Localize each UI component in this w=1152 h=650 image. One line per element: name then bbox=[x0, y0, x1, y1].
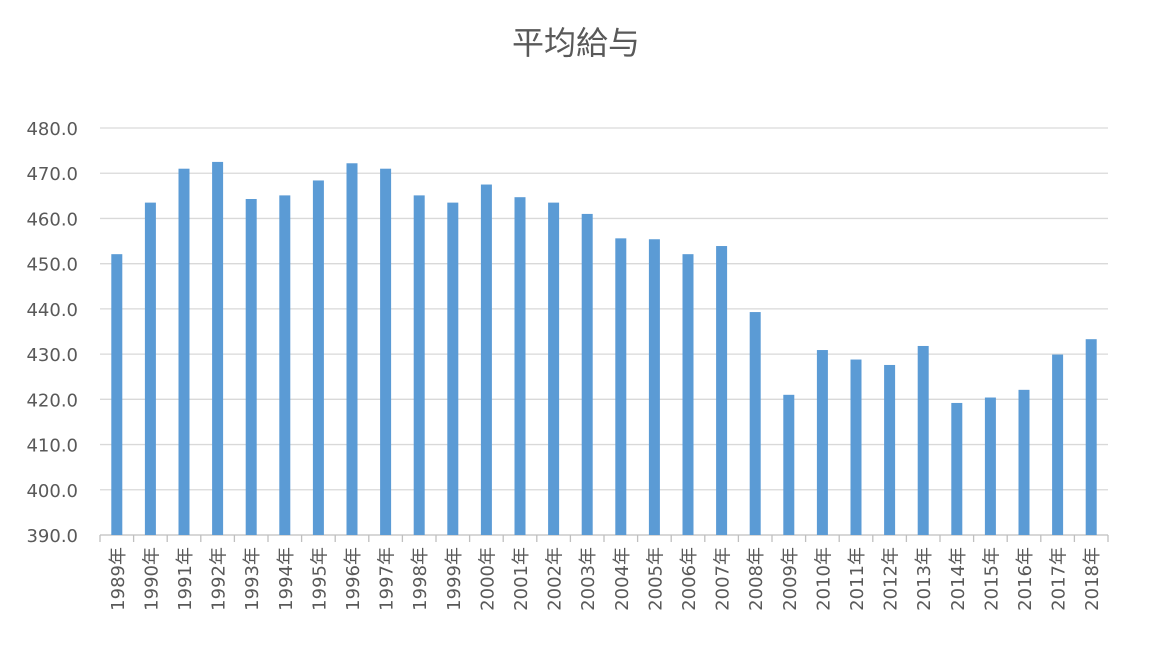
bar bbox=[279, 195, 291, 535]
bar bbox=[648, 239, 660, 535]
y-tick-label: 390.0 bbox=[26, 526, 78, 547]
x-tick-label: 1992年 bbox=[209, 547, 230, 611]
y-tick-label: 400.0 bbox=[26, 481, 78, 502]
x-tick-label: 1989年 bbox=[108, 547, 129, 611]
bar bbox=[1052, 354, 1064, 535]
y-tick-label: 450.0 bbox=[26, 255, 78, 276]
x-tick-label: 1996年 bbox=[343, 547, 364, 611]
x-tick-label: 1993年 bbox=[242, 547, 263, 611]
x-tick-label: 2013年 bbox=[914, 547, 935, 611]
x-tick-label: 2017年 bbox=[1049, 547, 1070, 611]
x-tick-labels: 1989年 1990年 1991年 1992年 1993年 1994年 1995年 1996年… bbox=[108, 547, 1103, 611]
x-tick-label: 2011年 bbox=[847, 547, 868, 611]
x-tick-label: 2014年 bbox=[948, 547, 969, 611]
x-tick-label: 2009年 bbox=[780, 547, 801, 611]
bar bbox=[1018, 389, 1030, 535]
x-tick-label: 2018年 bbox=[1082, 547, 1103, 611]
bars bbox=[111, 161, 1097, 536]
bar bbox=[917, 345, 929, 535]
bar bbox=[716, 246, 728, 535]
y-tick-label: 410.0 bbox=[26, 436, 78, 457]
x-tick-label: 2010年 bbox=[813, 547, 834, 611]
y-tick-label: 430.0 bbox=[26, 345, 78, 366]
y-tick-label: 420.0 bbox=[26, 390, 78, 411]
x-tick-label: 1995年 bbox=[309, 547, 330, 611]
x-tick-label: 2007年 bbox=[713, 547, 734, 611]
x-tick-label: 2002年 bbox=[545, 547, 566, 611]
x-tick-label: 2015年 bbox=[981, 547, 1002, 611]
x-axis bbox=[99, 534, 1109, 542]
bar bbox=[245, 198, 257, 535]
x-tick-label: 1999年 bbox=[444, 547, 465, 611]
y-tick-label: 470.0 bbox=[26, 164, 78, 185]
bar bbox=[581, 213, 593, 535]
x-tick-label: 2000年 bbox=[477, 547, 498, 611]
y-tick-label: 460.0 bbox=[26, 209, 78, 230]
x-tick-label: 2001年 bbox=[511, 547, 532, 611]
bar bbox=[212, 161, 224, 535]
bar bbox=[816, 350, 828, 535]
x-tick-label: 2003年 bbox=[578, 547, 599, 611]
y-tick-label: 480.0 bbox=[26, 119, 78, 140]
x-tick-label: 1990年 bbox=[141, 547, 162, 611]
bar bbox=[346, 163, 358, 536]
bar bbox=[951, 402, 963, 535]
bar bbox=[749, 312, 761, 535]
bar bbox=[514, 197, 526, 535]
bar bbox=[984, 397, 996, 535]
bar bbox=[111, 254, 123, 536]
bar bbox=[850, 359, 862, 535]
bar bbox=[380, 168, 392, 535]
bar bbox=[783, 394, 795, 535]
x-tick-label: 2006年 bbox=[679, 547, 700, 611]
bar bbox=[884, 364, 896, 535]
chart-title: 平均給与 bbox=[511, 24, 640, 62]
x-tick-label: 2008年 bbox=[746, 547, 767, 611]
x-tick-label: 1998年 bbox=[410, 547, 431, 611]
bar bbox=[312, 180, 324, 536]
bar bbox=[682, 254, 694, 536]
bar bbox=[413, 195, 425, 535]
bar bbox=[548, 202, 560, 535]
bar bbox=[615, 238, 627, 535]
x-tick-label: 2016年 bbox=[1015, 547, 1036, 611]
x-tick-label: 2004年 bbox=[612, 547, 633, 611]
bar bbox=[447, 202, 459, 535]
bar bbox=[144, 202, 156, 535]
bar bbox=[480, 184, 492, 535]
x-tick-label: 1991年 bbox=[175, 547, 196, 611]
y-tick-labels: 390.0 400.0 410.0 420.0 430.0 440.0 450.0 460.0… bbox=[26, 119, 78, 547]
y-tick-label: 440.0 bbox=[26, 300, 78, 321]
x-tick-label: 2005年 bbox=[645, 547, 666, 611]
x-tick-label: 2012年 bbox=[881, 547, 902, 611]
x-tick-label: 1997年 bbox=[377, 547, 398, 611]
bar bbox=[1085, 339, 1097, 535]
bar bbox=[178, 168, 190, 535]
x-tick-label: 1994年 bbox=[276, 547, 297, 611]
grid-lines bbox=[100, 127, 1108, 491]
